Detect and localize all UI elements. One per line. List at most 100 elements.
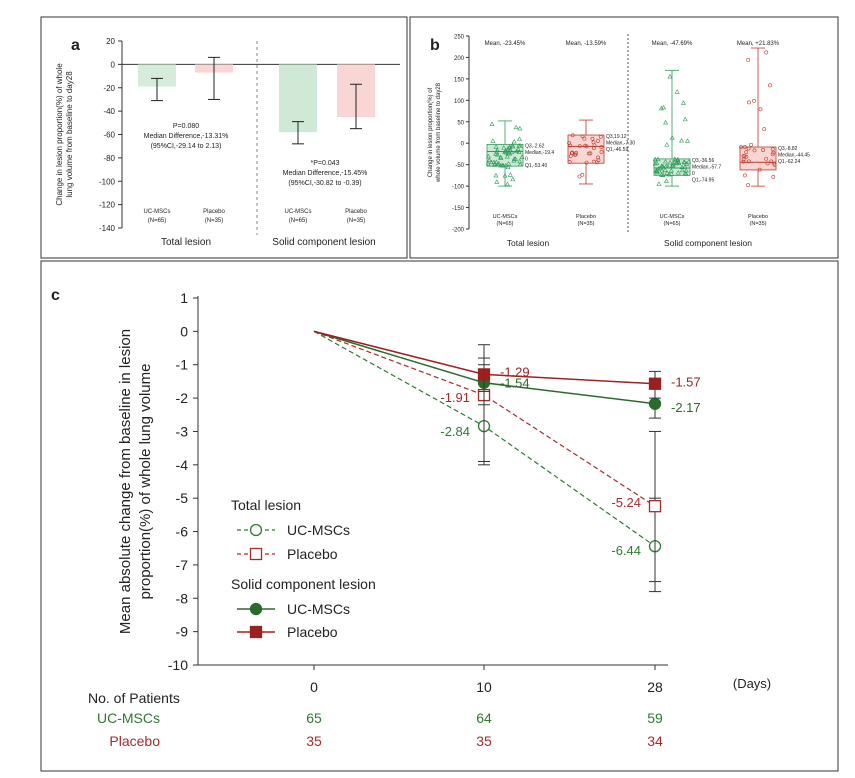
patients-count: 34 [647, 733, 663, 749]
legend-marker [249, 625, 263, 639]
data-point [765, 161, 770, 166]
data-point [743, 173, 747, 178]
legend-title-solid: Solid component lesion [231, 576, 376, 592]
tick-label-a: -80 [103, 154, 115, 163]
data-point [502, 149, 508, 155]
panel-c-frame [40, 260, 839, 772]
data-point [771, 174, 776, 179]
data-label: -5.24 [611, 495, 641, 510]
tick-label-c-y: -6 [176, 524, 189, 540]
tick-label-c-y: 0 [180, 323, 188, 339]
panel-b-chart: 250 200 150 100 50 0 -50 -100 -150 -200 Change in … [428, 34, 810, 248]
tick-label-c-x: 10 [476, 679, 492, 695]
box-stat: Median,-44.45 [778, 153, 810, 159]
data-point [679, 137, 685, 143]
tick-label-a: -100 [99, 177, 116, 186]
data-point [580, 172, 585, 177]
data-label: -6.44 [611, 543, 641, 558]
data-point [504, 181, 510, 187]
legend-marker [249, 602, 263, 616]
data-point [506, 161, 512, 166]
data-point [654, 168, 660, 174]
series-marker [648, 500, 662, 513]
data-point [498, 154, 504, 160]
x-label-c: (Days) [733, 676, 771, 691]
patients-row-name: Placebo [109, 733, 160, 749]
bar-n-label: (N=65) [148, 218, 167, 224]
tick-label-b: 50 [457, 120, 464, 126]
data-point [768, 83, 772, 88]
data-point [654, 160, 660, 166]
data-point [659, 167, 665, 173]
data-point [494, 147, 500, 153]
data-point [758, 107, 763, 112]
panel-a-label: a [71, 37, 80, 54]
legend-marker [249, 523, 263, 537]
annotation-line: (95%CI,-30.82 to -0.39) [288, 180, 361, 187]
tick-label-b: 150 [454, 77, 465, 83]
data-point [511, 138, 517, 144]
tick-label-c-y: -9 [176, 624, 189, 640]
annotation-line: Median Difference,-13.31% [144, 133, 229, 140]
box-stat: Q3,-2.62 [525, 143, 545, 149]
data-point [514, 148, 520, 154]
y-label-b: Change in lesion proportion(%) of whole v… [428, 82, 442, 183]
annotation-line: P=0.080 [173, 123, 199, 130]
panel-a-frame [40, 16, 408, 259]
data-point [495, 161, 501, 167]
data-point [682, 116, 688, 122]
tick-label-c-y: -7 [176, 557, 189, 573]
data-point [664, 142, 670, 147]
data-point [489, 121, 495, 126]
data-point [598, 135, 603, 139]
box-category-label: UC-MSCs [493, 214, 518, 220]
data-point [744, 150, 749, 155]
data-point [674, 89, 680, 94]
y-label-a: Change in lesion proportion(%) of wholel… [55, 63, 74, 206]
data-point [652, 161, 658, 166]
data-point [746, 58, 751, 62]
bar [279, 64, 317, 133]
data-point [669, 171, 675, 176]
box-stat: Q3,-36.56 [692, 158, 714, 164]
panel-c-label: c [51, 287, 60, 304]
data-point [675, 170, 681, 175]
data-point [517, 143, 523, 148]
data-point [655, 166, 661, 171]
patients-count: 59 [647, 710, 663, 726]
box-stat: Median,-7.30 [606, 141, 635, 147]
data-point [662, 167, 668, 172]
patients-count: 65 [306, 710, 322, 726]
tick-label-b: -100 [452, 185, 465, 191]
data-point [590, 136, 595, 141]
bar-n-label: (N=35) [205, 218, 224, 224]
data-point [663, 178, 669, 183]
data-point [662, 159, 668, 164]
data-point [512, 156, 518, 161]
data-point [770, 147, 775, 152]
data-point [658, 172, 664, 177]
data-point [682, 159, 688, 165]
data-point [485, 153, 491, 159]
tick-label-a: -60 [103, 131, 115, 140]
tick-label-b: 250 [454, 35, 465, 41]
group-label-b: Solid component lesion [664, 238, 752, 248]
patients-row-name: UC-MSCs [97, 710, 160, 726]
series-marker [477, 368, 491, 381]
data-point [772, 161, 777, 166]
data-point [682, 164, 688, 169]
box-stat: Q1,-46.59 [606, 147, 628, 153]
legend-item-label: Placebo [287, 624, 338, 640]
data-point [680, 100, 686, 105]
data-point [503, 162, 509, 168]
series-marker [648, 377, 662, 390]
box-stat: Q1,-74.95 [692, 177, 714, 183]
data-point [587, 151, 591, 156]
data-point [494, 179, 500, 184]
annotation-line: Median Difference,-15.45% [283, 170, 368, 177]
data-point [573, 153, 578, 157]
data-point [493, 151, 499, 156]
panel-b-frame [409, 16, 839, 259]
box-n-label: (N=35) [750, 221, 767, 227]
